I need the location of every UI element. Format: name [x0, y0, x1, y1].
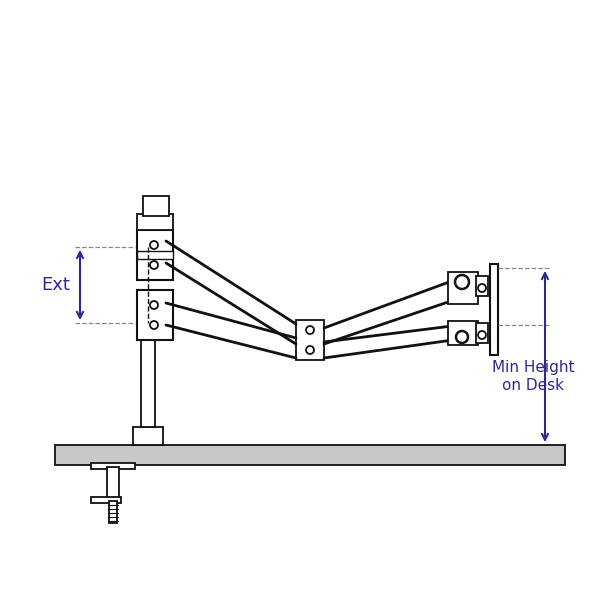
Bar [91, 463, 135, 469]
Circle shape [455, 275, 469, 289]
Circle shape [478, 331, 486, 339]
Circle shape [456, 331, 468, 343]
Bar [55, 445, 565, 465]
Bar [109, 501, 117, 523]
Bar [296, 320, 324, 360]
Bar [141, 290, 155, 427]
Text: Ext: Ext [41, 276, 70, 294]
Bar [107, 467, 119, 499]
Bar [143, 196, 169, 216]
Circle shape [150, 301, 158, 309]
Bar [137, 290, 173, 340]
Bar [448, 272, 478, 304]
Circle shape [306, 326, 314, 334]
Bar [137, 230, 173, 280]
Circle shape [150, 321, 158, 329]
Circle shape [150, 241, 158, 249]
Circle shape [150, 261, 158, 269]
Bar [137, 214, 173, 230]
Circle shape [478, 284, 486, 292]
Text: Min Height
on Desk: Min Height on Desk [492, 360, 574, 392]
Bar [91, 497, 121, 503]
Bar [448, 321, 478, 345]
Bar [476, 276, 488, 296]
Bar [137, 251, 173, 259]
Bar [133, 427, 163, 445]
Bar [490, 264, 498, 355]
Circle shape [306, 346, 314, 354]
Bar [476, 323, 488, 343]
